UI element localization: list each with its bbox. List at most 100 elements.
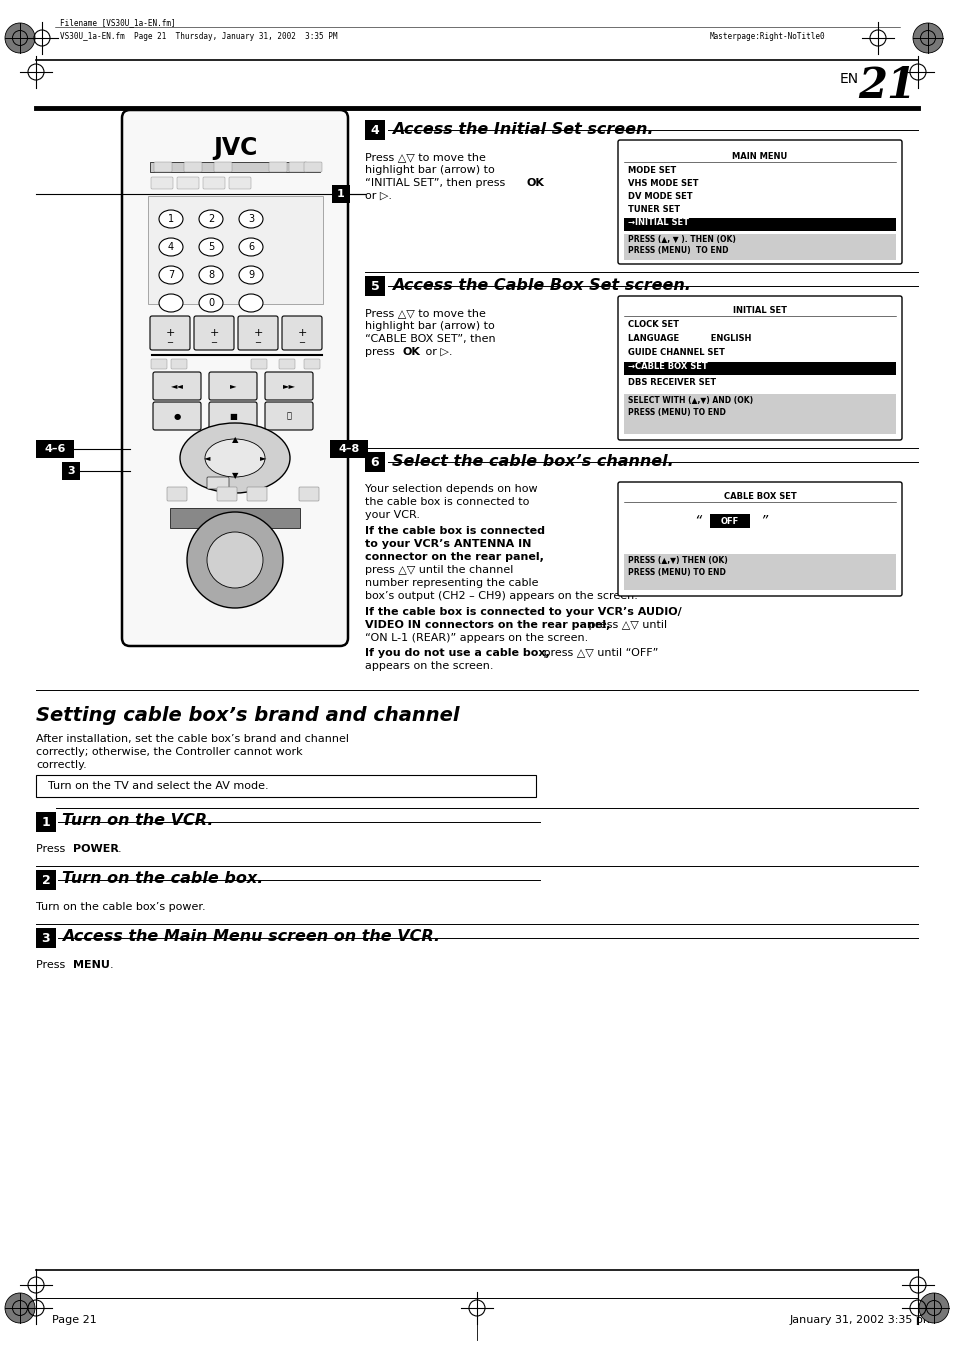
Circle shape <box>918 1293 948 1323</box>
Text: 6: 6 <box>248 242 253 253</box>
Text: Press △▽ to move the: Press △▽ to move the <box>365 153 485 162</box>
Text: CABLE BOX SET: CABLE BOX SET <box>723 492 796 501</box>
Bar <box>365 453 385 471</box>
Text: After installation, set the cable box’s brand and channel: After installation, set the cable box’s … <box>36 734 349 744</box>
FancyBboxPatch shape <box>152 403 201 430</box>
Text: PRESS (MENU)  TO END: PRESS (MENU) TO END <box>627 246 728 255</box>
Text: +: + <box>253 328 262 338</box>
Ellipse shape <box>159 209 183 228</box>
Text: January 31, 2002 3:35 pm: January 31, 2002 3:35 pm <box>789 1315 934 1325</box>
FancyBboxPatch shape <box>278 359 294 369</box>
Text: +: + <box>297 328 306 338</box>
Bar <box>62 462 80 480</box>
Text: highlight bar (arrow) to: highlight bar (arrow) to <box>365 165 495 176</box>
Text: →INITIAL SET: →INITIAL SET <box>627 218 688 227</box>
Bar <box>330 440 368 458</box>
Text: DV MODE SET: DV MODE SET <box>627 192 692 201</box>
Text: the cable box is connected to: the cable box is connected to <box>365 497 529 507</box>
Text: PRESS (MENU) TO END: PRESS (MENU) TO END <box>627 408 725 417</box>
Text: ►►: ►► <box>282 381 295 390</box>
Text: ⏸: ⏸ <box>286 412 292 420</box>
Text: If you do not use a cable box,: If you do not use a cable box, <box>365 648 549 658</box>
Text: correctly; otherwise, the Controller cannot work: correctly; otherwise, the Controller can… <box>36 747 302 757</box>
Text: 1: 1 <box>168 213 173 224</box>
Text: Filename [VS30U_1a-EN.fm]: Filename [VS30U_1a-EN.fm] <box>60 18 175 27</box>
Ellipse shape <box>199 295 223 312</box>
Bar <box>150 162 319 172</box>
Text: Turn on the cable box.: Turn on the cable box. <box>62 871 263 886</box>
FancyBboxPatch shape <box>153 162 172 172</box>
FancyBboxPatch shape <box>216 486 236 501</box>
Ellipse shape <box>180 423 290 493</box>
Text: “INITIAL SET”, then press: “INITIAL SET”, then press <box>365 178 508 188</box>
Ellipse shape <box>159 238 183 255</box>
Text: Masterpage:Right-NoTitle0: Masterpage:Right-NoTitle0 <box>709 32 824 41</box>
FancyBboxPatch shape <box>269 162 287 172</box>
FancyBboxPatch shape <box>171 359 187 369</box>
Text: PRESS (▲,▼) THEN (OK): PRESS (▲,▼) THEN (OK) <box>627 557 727 565</box>
Text: INITIAL SET: INITIAL SET <box>732 305 786 315</box>
Text: Turn on the cable box’s power.: Turn on the cable box’s power. <box>36 902 206 912</box>
Text: MAIN MENU: MAIN MENU <box>732 153 787 161</box>
FancyBboxPatch shape <box>209 372 256 400</box>
Bar <box>36 775 536 797</box>
Ellipse shape <box>159 266 183 284</box>
Text: press △▽ until “OFF”: press △▽ until “OFF” <box>539 648 658 658</box>
Bar <box>36 812 56 832</box>
FancyBboxPatch shape <box>151 177 172 189</box>
Text: 4: 4 <box>168 242 173 253</box>
FancyBboxPatch shape <box>167 486 187 501</box>
Circle shape <box>912 23 942 53</box>
Bar <box>170 508 299 528</box>
Text: Select the cable box’s channel.: Select the cable box’s channel. <box>392 454 673 469</box>
Text: 5: 5 <box>208 242 213 253</box>
Text: or ▷.: or ▷. <box>421 347 452 357</box>
Text: GUIDE CHANNEL SET: GUIDE CHANNEL SET <box>627 349 724 357</box>
Text: PRESS (MENU) TO END: PRESS (MENU) TO END <box>627 567 725 577</box>
FancyBboxPatch shape <box>304 162 322 172</box>
FancyBboxPatch shape <box>151 359 167 369</box>
FancyBboxPatch shape <box>618 296 901 440</box>
Text: POWER: POWER <box>73 844 119 854</box>
Text: Press: Press <box>36 844 69 854</box>
Text: ►: ► <box>230 381 236 390</box>
Circle shape <box>207 532 263 588</box>
Text: press: press <box>365 347 397 357</box>
FancyBboxPatch shape <box>282 316 322 350</box>
Text: 3: 3 <box>248 213 253 224</box>
Text: ▲: ▲ <box>232 435 238 444</box>
Text: appears on the screen.: appears on the screen. <box>365 661 493 671</box>
Text: 7: 7 <box>168 270 174 280</box>
FancyBboxPatch shape <box>237 316 277 350</box>
Text: MENU: MENU <box>73 961 110 970</box>
Text: CLOCK SET: CLOCK SET <box>627 320 679 330</box>
Text: Press: Press <box>36 961 69 970</box>
Text: If the cable box is connected: If the cable box is connected <box>365 526 544 536</box>
Text: VHS MODE SET: VHS MODE SET <box>627 178 698 188</box>
Text: box’s output (CH2 – CH9) appears on the screen.: box’s output (CH2 – CH9) appears on the … <box>365 590 638 601</box>
Text: Turn on the VCR.: Turn on the VCR. <box>62 813 213 828</box>
FancyBboxPatch shape <box>209 403 256 430</box>
Text: or ▷.: or ▷. <box>365 190 392 201</box>
Text: connector on the rear panel,: connector on the rear panel, <box>365 553 543 562</box>
Text: +: + <box>209 328 218 338</box>
Bar <box>148 196 323 304</box>
Text: →CABLE BOX SET: →CABLE BOX SET <box>627 362 707 372</box>
Text: EN: EN <box>840 72 859 86</box>
Bar <box>36 928 56 948</box>
Bar <box>36 440 74 458</box>
Text: press △▽ until: press △▽ until <box>584 620 666 630</box>
Text: Access the Main Menu screen on the VCR.: Access the Main Menu screen on the VCR. <box>62 929 439 944</box>
Text: ”: ” <box>760 513 767 528</box>
FancyBboxPatch shape <box>247 486 267 501</box>
Text: −: − <box>298 339 305 347</box>
Ellipse shape <box>159 295 183 312</box>
Ellipse shape <box>199 209 223 228</box>
FancyBboxPatch shape <box>618 141 901 263</box>
Text: 1: 1 <box>336 189 345 199</box>
Text: your VCR.: your VCR. <box>365 509 419 520</box>
FancyBboxPatch shape <box>251 359 267 369</box>
Text: PRESS (▲, ▼ ). THEN (OK): PRESS (▲, ▼ ). THEN (OK) <box>627 235 735 245</box>
Text: 5: 5 <box>370 280 379 293</box>
Ellipse shape <box>205 439 265 477</box>
